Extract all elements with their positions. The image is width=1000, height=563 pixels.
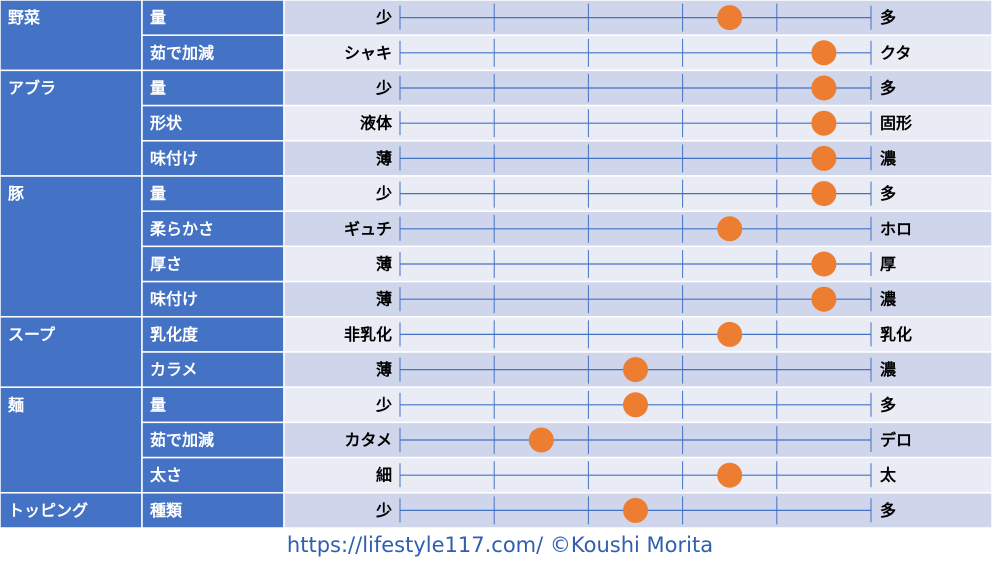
item-label: 種類 (150, 501, 183, 520)
rating-marker (623, 392, 648, 418)
item-cell (141, 0, 285, 36)
right-end-label: 固形 (880, 114, 912, 133)
group-label: スープ (8, 325, 56, 344)
group-cell (0, 386, 143, 494)
item-label: 茹で加減 (150, 43, 214, 62)
left-end-label: 薄 (376, 360, 392, 379)
item-cell (141, 245, 285, 283)
item-cell (141, 316, 285, 353)
item-label: 味付け (150, 149, 198, 168)
item-label: 量 (150, 8, 166, 27)
right-end-label: 乳化 (880, 325, 912, 344)
left-end-label: 少 (375, 395, 392, 414)
item-label: 形状 (150, 114, 183, 133)
right-end-label: 濃 (880, 149, 897, 168)
rating-marker (717, 216, 743, 242)
item-cell (141, 69, 285, 107)
rating-marker (717, 5, 743, 31)
rating-marker (623, 357, 648, 383)
group-cell (0, 69, 143, 177)
item-label: 量 (150, 395, 166, 414)
right-end-label: 太 (879, 466, 897, 485)
rating-marker (811, 286, 837, 312)
right-end-label: ホロ (880, 219, 912, 238)
item-label: 量 (150, 184, 166, 203)
group-label: トッピング (8, 501, 88, 520)
rating-marker (811, 145, 837, 171)
rating-chart: 野菜量少多茹で加減 シャキ クタアブラ量少多形状 液体 固形味付け薄濃豚量少多柔らかさギ… (0, 0, 993, 528)
left-end-label: 少 (375, 184, 392, 203)
item-label: 乳化度 (150, 325, 199, 344)
right-end-label: 多 (880, 395, 896, 414)
item-label: 太さ (149, 466, 182, 485)
item-label: 厚さ (150, 255, 182, 274)
footer-credit: https://lifestyle117.com/ ©Koushi Morita (286, 533, 714, 557)
right-end-label: 多 (880, 79, 896, 98)
left-end-label: 薄 (376, 255, 392, 274)
right-end-label: 多 (880, 8, 896, 27)
right-end-label: 濃 (880, 290, 897, 309)
left-end-label: 細 (376, 466, 392, 485)
item-label: カラメ (150, 360, 198, 379)
item-label: 量 (150, 79, 166, 98)
rating-marker (811, 110, 837, 136)
right-end-label: クタ (880, 43, 911, 62)
left-end-label: 薄 (376, 149, 392, 168)
item-cell (141, 140, 285, 177)
group-label: アブラ (8, 79, 56, 98)
item-cell (141, 421, 285, 459)
item-label: 味付け (150, 290, 198, 309)
group-cell (0, 316, 143, 388)
left-end-label: カタメ (344, 431, 392, 450)
left-end-label: 液体 (360, 114, 393, 133)
rating-marker (811, 181, 837, 207)
left-end-label: ギュチ (344, 219, 392, 238)
rating-marker (717, 321, 743, 347)
item-label: 柔らかさ (149, 219, 214, 238)
right-end-label: 濃 (880, 360, 897, 379)
right-end-label: デロ (880, 431, 912, 450)
group-cell (0, 175, 143, 318)
rating-marker (528, 427, 554, 453)
left-end-label: 少 (375, 79, 392, 98)
rating-marker (811, 251, 837, 277)
group-label: 野菜 (8, 8, 40, 27)
left-end-label: 非乳化 (344, 325, 392, 344)
rating-marker (623, 497, 648, 523)
left-end-label: 薄 (376, 290, 392, 309)
item-label: 茹で加減 (150, 431, 214, 450)
right-end-label: 多 (880, 501, 896, 520)
item-cell (141, 351, 285, 388)
group-label: 豚 (8, 184, 24, 203)
left-end-label: シャキ (344, 43, 392, 62)
right-end-label: 多 (880, 184, 896, 203)
rating-marker (811, 40, 837, 66)
rating-marker (717, 462, 743, 488)
left-end-label: 少 (375, 501, 392, 520)
group-label: 麺 (7, 395, 24, 414)
right-end-label: 厚 (880, 255, 896, 274)
item-cell (141, 456, 285, 494)
rating-marker (811, 75, 837, 101)
left-end-label: 少 (375, 8, 392, 27)
